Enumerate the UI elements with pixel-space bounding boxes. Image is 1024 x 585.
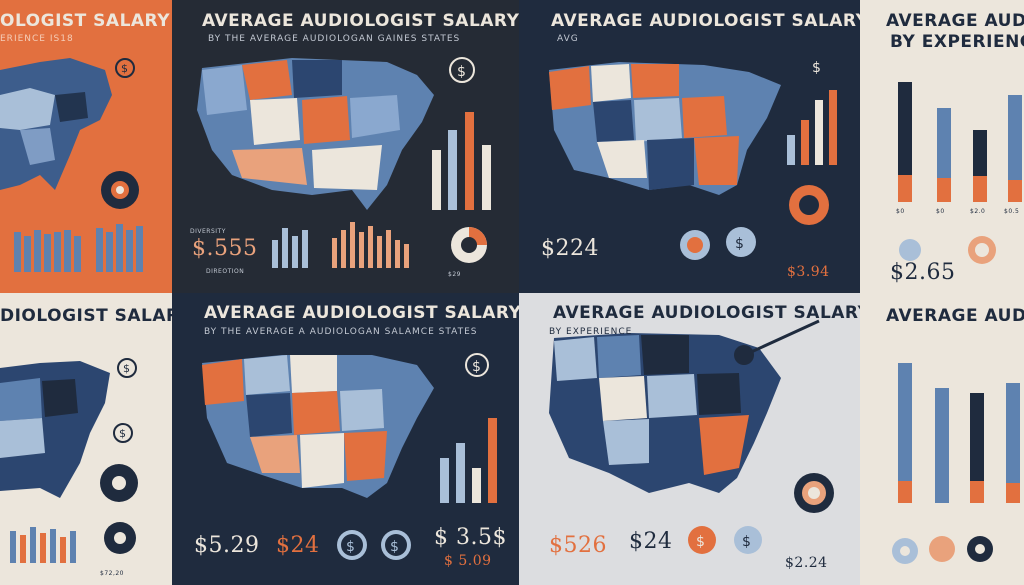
- svg-text:$: $: [742, 534, 751, 550]
- panel-3-title: AVERAGE AUDIOLOGIST SALARY: [551, 11, 860, 31]
- panel-6-price: $5.29: [194, 533, 260, 558]
- panel-7-graphics: $ $: [549, 319, 834, 554]
- panel-4-subtitle: BY EXPERIENCE: [890, 32, 1024, 52]
- panel-2-label-1: DIVERSITY: [190, 228, 226, 235]
- panel-4-title: AVERAGE AUDIO: [886, 11, 1024, 31]
- dollar-coin-icon: [449, 57, 475, 83]
- panel-6-price-right: $ 3.5$: [434, 525, 507, 550]
- panel-7: $ $ AVERAGE AUDIOLOGIST SALARY BY EXPERI…: [519, 293, 860, 585]
- panel-7-small-price: $2.24: [785, 555, 828, 571]
- panel-7-subtitle: BY EXPERIENCE: [549, 327, 633, 337]
- panel-2-price: $.555: [192, 236, 258, 261]
- panel-2-subtitle: BY THE AVERAGE AUDIOLOGAN GAINES STATES: [208, 34, 461, 44]
- dollar-coin-icon: [117, 358, 137, 378]
- panel-5-title: DIOLOGIST SALARY: [0, 306, 172, 326]
- svg-text:$: $: [696, 534, 705, 550]
- dollar-coin-icon: [115, 58, 135, 78]
- panel-7-title: AVERAGE AUDIOLOGIST SALARY: [553, 303, 860, 323]
- panel-6: $ $ $ AVERAGE AUDIOLOGIST SALARY BY THE …: [172, 293, 519, 585]
- panel-5-small-price: $72,20: [100, 570, 124, 577]
- panel-1: $ OLOGIST SALARY ERIENCE IS18: [0, 0, 172, 293]
- dollar-coin-icon: [465, 353, 489, 377]
- panel-1-graphics: $: [0, 58, 143, 272]
- bar-chart-icon: [898, 363, 1020, 503]
- bar-chart-icon: [14, 224, 143, 272]
- panel-2-title: AVERAGE AUDIOLOGIST SALARY: [202, 11, 519, 31]
- panel-6-subtitle: BY THE AVERAGE A AUDIOLOGAN SALAMCE STAT…: [204, 327, 478, 337]
- svg-text:$: $: [735, 236, 744, 252]
- panel-3-price: $224: [541, 236, 599, 261]
- svg-text:$: $: [123, 362, 130, 375]
- dollar-coin-icon: $: [812, 60, 821, 76]
- panel-3-small-price: $3.94: [787, 264, 830, 280]
- panel-6-graphics: $ $ $: [202, 353, 497, 560]
- bar-chart-icon: [10, 527, 76, 563]
- panel-4-tick-1: $0: [896, 208, 905, 215]
- svg-text:$: $: [121, 62, 128, 75]
- panel-7-price: $526: [549, 533, 607, 558]
- panel-1-subtitle: ERIENCE IS18: [0, 34, 74, 44]
- panel-6-price-mid: $24: [276, 533, 320, 558]
- svg-text:$: $: [472, 359, 481, 375]
- bar-chart-icon: [898, 82, 1022, 202]
- headphones-icon: [748, 319, 820, 355]
- bar-chart-icon: [440, 418, 497, 503]
- panel-4-tick-4: $0.5: [1004, 208, 1020, 215]
- panel-2: $: [172, 0, 519, 293]
- bar-chart-icon: [432, 112, 491, 210]
- panel-4: AVERAGE AUDIO BY EXPERIENCE $0 $0 $2.0 $…: [860, 0, 1024, 293]
- panel-5: $ $ DIOLOGIST SALARY $72,20: [0, 293, 172, 585]
- bar-chart-icon: [787, 90, 837, 165]
- panel-6-small-price: $ 5.09: [444, 553, 492, 569]
- panel-2-label-2: DIREOTION: [206, 268, 245, 275]
- panel-3: $ $ AVERAGE AUDIOLOGIST SALARY AVG $224 …: [519, 0, 860, 293]
- svg-text:$: $: [346, 539, 355, 555]
- panel-2-small-price: $29: [448, 271, 461, 278]
- panel-6-title: AVERAGE AUDIOLOGIST SALARY: [204, 303, 519, 323]
- panel-8-graphics: [892, 363, 1020, 564]
- panel-1-title: OLOGIST SALARY: [0, 11, 171, 31]
- panel-2-graphics: $: [197, 57, 491, 268]
- panel-8: AVERAGE AUDIO: [860, 293, 1024, 585]
- svg-text:$: $: [390, 539, 399, 555]
- panel-3-graphics: $ $: [549, 60, 837, 260]
- panel-8-title: AVERAGE AUDIO: [886, 306, 1024, 326]
- panel-3-subtitle: AVG: [557, 34, 579, 44]
- svg-text:$: $: [457, 64, 466, 80]
- panel-4-graphics: [898, 82, 1022, 264]
- svg-text:$: $: [119, 427, 126, 440]
- panel-4-price: $2.65: [890, 260, 956, 285]
- panel-5-graphics: $ $: [0, 358, 138, 563]
- panel-7-price-mid: $24: [629, 529, 673, 554]
- panel-4-tick-3: $2.0: [970, 208, 986, 215]
- panel-4-tick-2: $0: [936, 208, 945, 215]
